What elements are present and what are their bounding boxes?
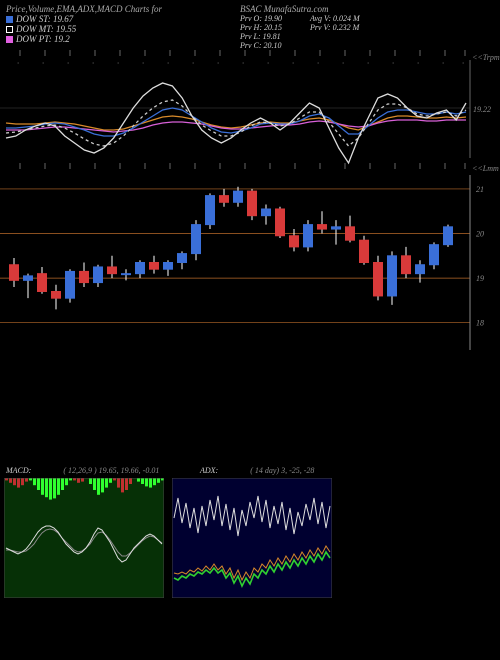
svg-text:20: 20 (476, 230, 484, 239)
legend-item: DOW MT: 19.55 (6, 24, 76, 34)
svg-text:·: · (267, 59, 269, 68)
svg-text:21: 21 (476, 185, 484, 194)
svg-text:·: · (442, 59, 444, 68)
svg-text:·: · (292, 59, 294, 68)
svg-text:·: · (367, 59, 369, 68)
svg-text:19: 19 (476, 274, 484, 283)
oscillator-chart: · · · · · · · · · · · · · · · · · · · <<Trpm 19.22 <<Lmm (0, 48, 500, 173)
adx-chart (172, 478, 500, 598)
macd-label: MACD: ( 12,26,9 ) 19.65, 19.66, -0.01 (6, 466, 159, 475)
svg-text:·: · (17, 59, 19, 68)
svg-text:·: · (417, 59, 419, 68)
svg-text:·: · (192, 59, 194, 68)
svg-text:·: · (117, 59, 119, 68)
svg-text:<<Trpm: <<Trpm (472, 53, 500, 62)
title-left: Price,Volume,EMA,ADX,MACD Charts for (6, 4, 162, 14)
svg-text:·: · (392, 59, 394, 68)
svg-text:·: · (167, 59, 169, 68)
svg-text:·: · (42, 59, 44, 68)
adx-label: ADX: ( 14 day) 3, -25, -28 (200, 466, 314, 475)
chart-header: Price,Volume,EMA,ADX,MACD Charts for BSA… (0, 0, 500, 40)
svg-text:·: · (462, 59, 464, 68)
svg-text:·: · (142, 59, 144, 68)
legend-item: DOW ST: 19.67 (6, 14, 73, 24)
svg-text:·: · (67, 59, 69, 68)
svg-text:18: 18 (476, 319, 484, 328)
svg-text:·: · (342, 59, 344, 68)
svg-text:19.22: 19.22 (473, 105, 491, 114)
title-right: BSAC MunafaSutra.com (240, 4, 329, 14)
legend-item: DOW PT: 19.2 (6, 34, 70, 44)
svg-text:·: · (317, 59, 319, 68)
candlestick-chart: 18 19 20 21 (0, 175, 500, 350)
svg-text:·: · (242, 59, 244, 68)
svg-text:·: · (217, 59, 219, 68)
svg-text:·: · (92, 59, 94, 68)
ohlc-stats: Prv O: 19.90Avg V: 0.024 MPrv H: 20.15Pr… (240, 14, 380, 50)
svg-text:<<Lmm: <<Lmm (472, 164, 499, 173)
